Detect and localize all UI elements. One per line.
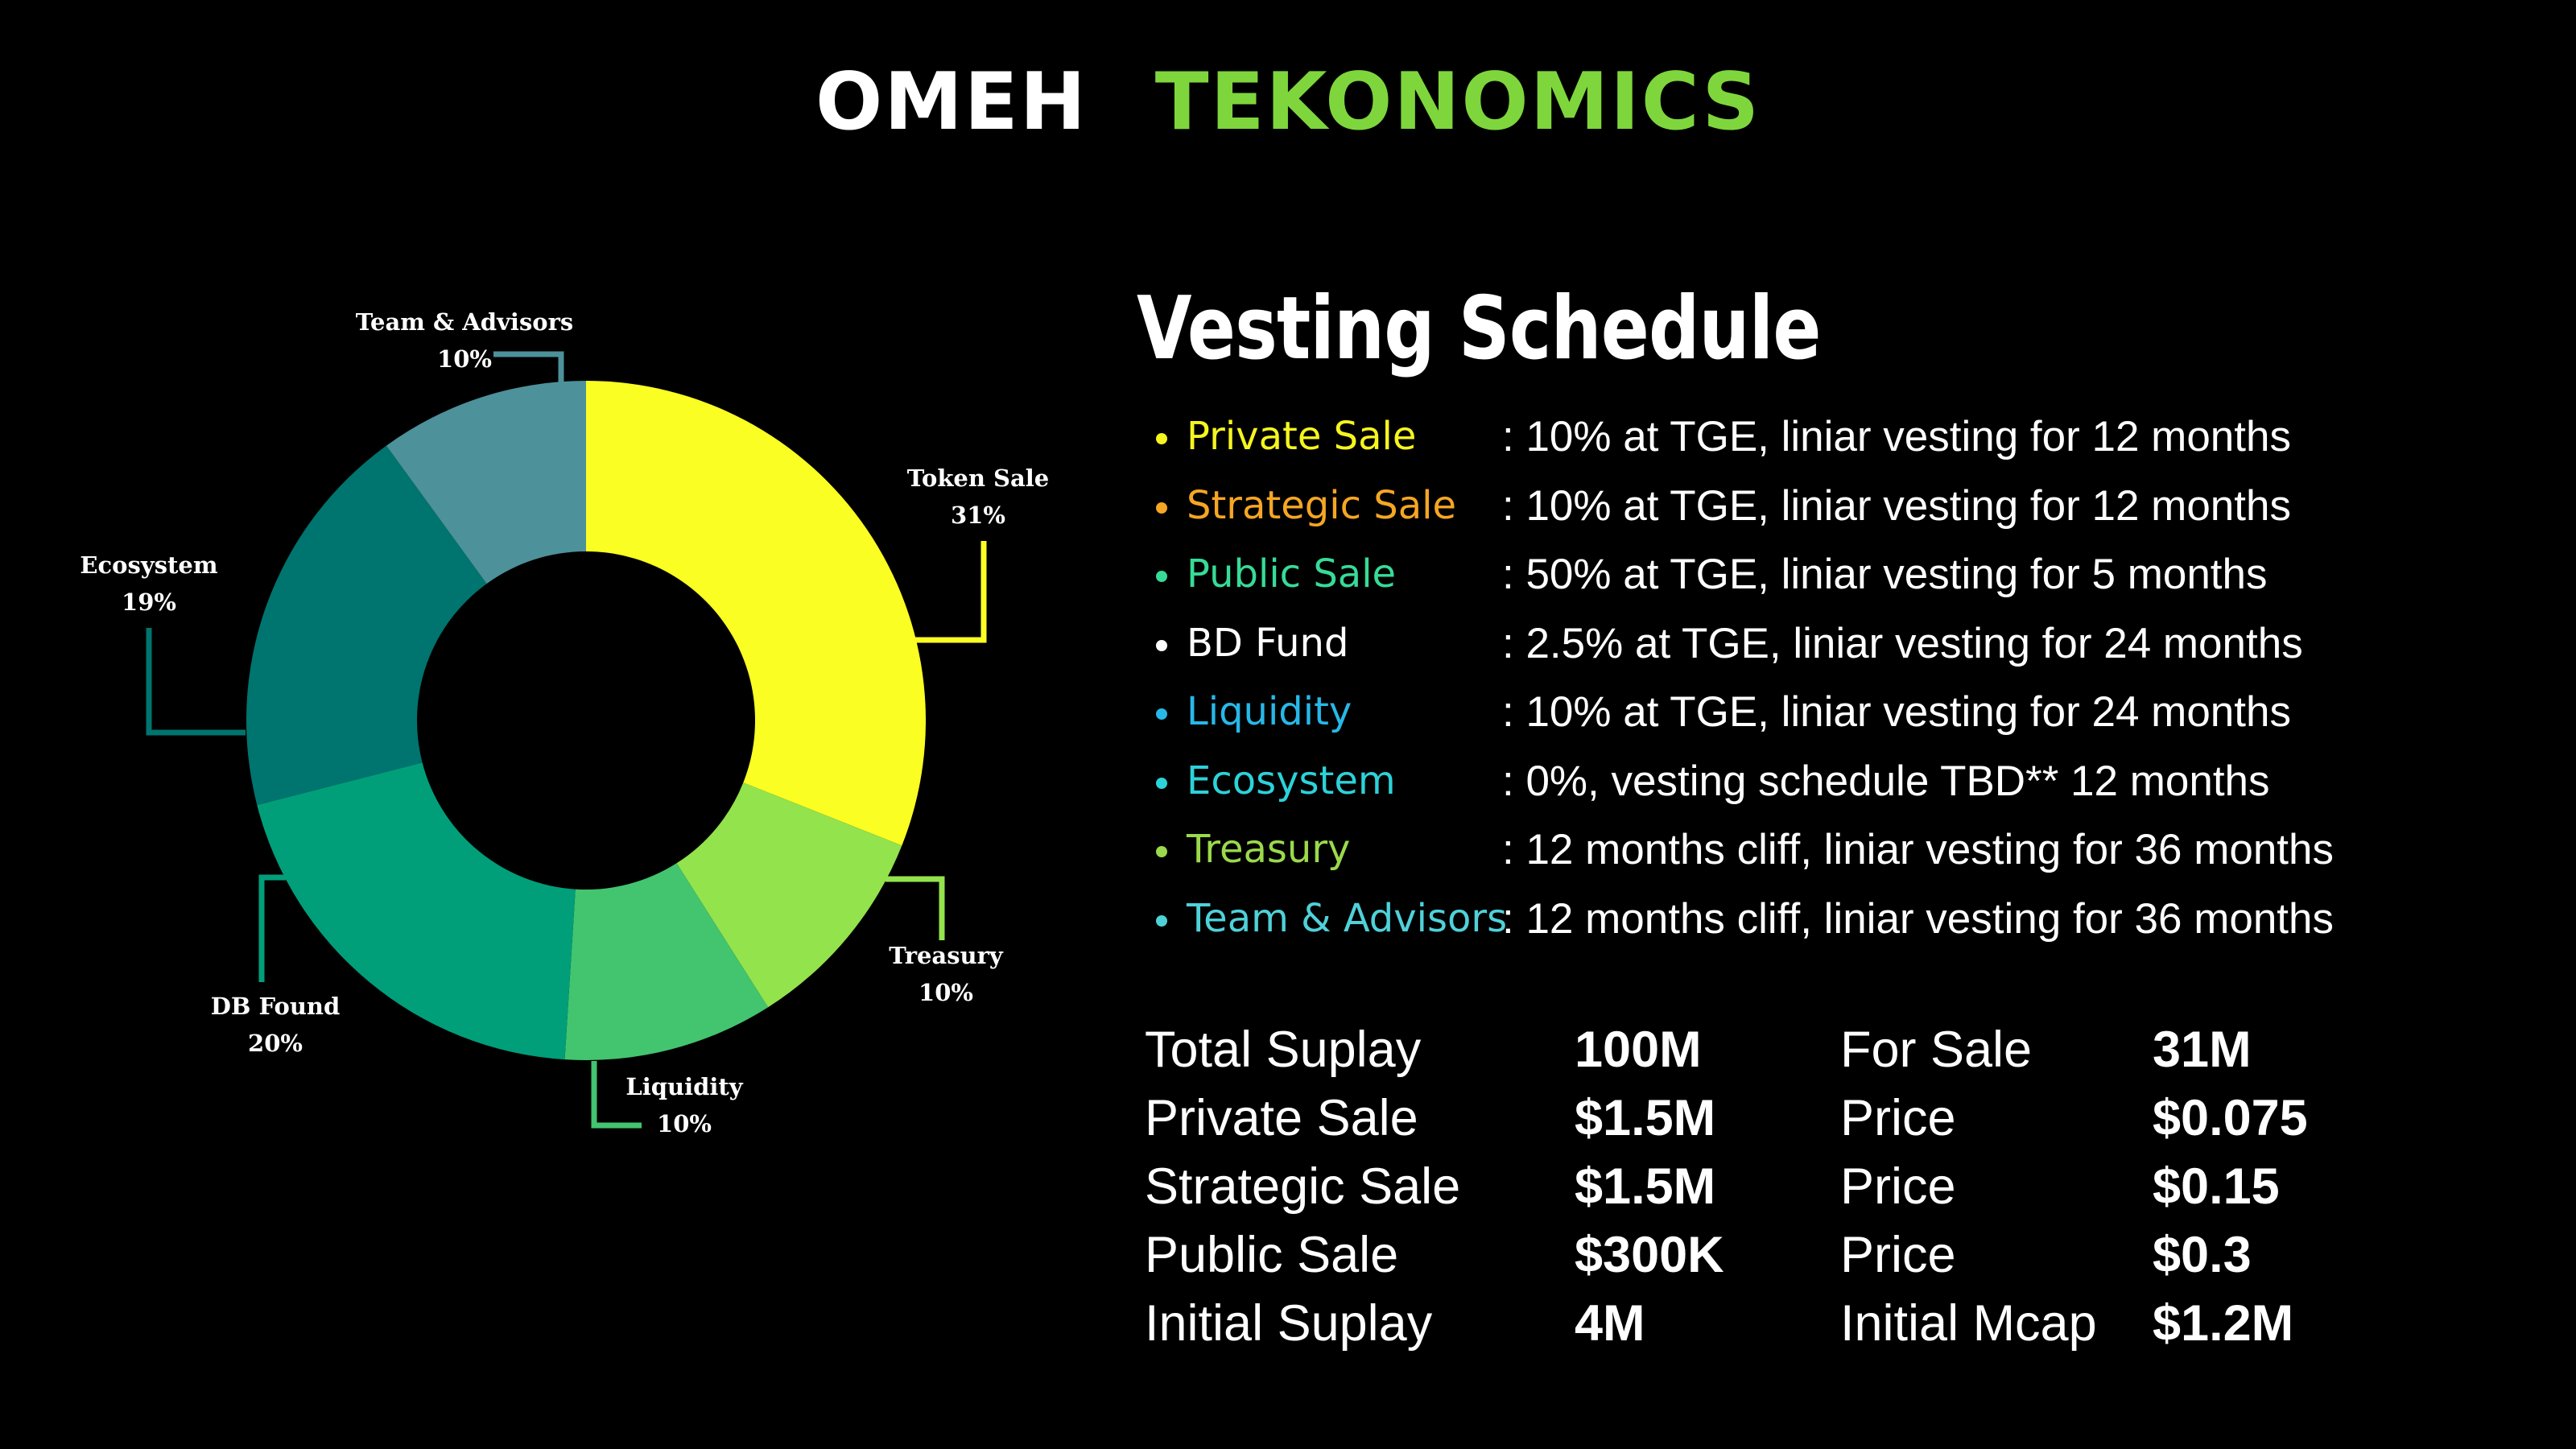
stat-value-2: $0.3 <box>2153 1227 2252 1283</box>
stat-label: Initial Suplay <box>1145 1295 1433 1352</box>
stat-row: Total Suplay 100M For Sale 31M <box>1145 1016 2433 1084</box>
stat-value: 100M <box>1575 1022 1702 1078</box>
stat-value: $1.5M <box>1575 1090 1716 1146</box>
vesting-desc: : 10% at TGE, liniar vesting for 24 mont… <box>1502 688 2291 736</box>
slice-category-label: Liquidity <box>625 1073 743 1100</box>
stat-value: 4M <box>1575 1295 1645 1352</box>
stat-value-2: $1.2M <box>2153 1295 2294 1352</box>
bullet-dot-icon <box>1156 433 1167 444</box>
stat-row: Initial Suplay 4M Initial Mcap $1.2M <box>1145 1290 2433 1358</box>
donut-slice-token-sale <box>586 381 927 846</box>
vesting-desc: : 50% at TGE, liniar vesting for 5 month… <box>1502 551 2268 598</box>
vesting-desc: : 2.5% at TGE, liniar vesting for 24 mon… <box>1502 619 2303 667</box>
stat-value: $1.5M <box>1575 1158 1716 1215</box>
stat-value: $300K <box>1575 1227 1724 1283</box>
title-omeh: OMEH <box>815 56 1088 148</box>
leader-line <box>886 876 945 940</box>
slice-value-label: 19% <box>122 588 176 616</box>
slice-category-label: Ecosystem <box>80 551 217 579</box>
bullet-dot-icon <box>1156 639 1167 651</box>
vesting-desc: : 12 months cliff, liniar vesting for 36… <box>1502 826 2334 873</box>
vesting-desc: : 10% at TGE, liniar vesting for 12 mont… <box>1502 481 2291 530</box>
slice-category-label: Token Sale <box>907 464 1050 492</box>
vesting-item-bd-fund: BD Fund : 2.5% at TGE, liniar vesting fo… <box>1156 609 2524 679</box>
slice-value-label: 31% <box>951 502 1005 529</box>
vesting-item-strategic-sale: Strategic Sale : 10% at TGE, liniar vest… <box>1156 472 2524 541</box>
stat-row: Private Sale $1.5M Price $0.075 <box>1145 1084 2433 1153</box>
donut-slice-team-advisors <box>386 381 586 584</box>
slice-category-label: Team & Advisors <box>356 308 573 336</box>
slice-value-label: 20% <box>248 1030 303 1057</box>
stat-label-2: Price <box>1840 1158 1956 1215</box>
slice-value-label: 10% <box>437 345 492 373</box>
vesting-item-treasury: Treasury : 12 months cliff, liniar vesti… <box>1156 815 2524 885</box>
stat-row: Strategic Sale $1.5M Price $0.15 <box>1145 1153 2433 1221</box>
vesting-label: Team & Advisors <box>1187 895 1508 941</box>
vesting-desc: : 10% at TGE, liniar vesting for 12 mont… <box>1502 413 2291 460</box>
vesting-item-team-advisors: Team & Advisors : 12 months cliff, linia… <box>1156 885 2524 954</box>
stat-label-2: Price <box>1840 1227 1956 1283</box>
page-title: OMEH TEKONOMICS <box>0 50 2576 155</box>
leader-line <box>258 874 286 982</box>
stat-label: Private Sale <box>1145 1090 1418 1146</box>
stat-label: Public Sale <box>1145 1227 1399 1283</box>
slice-value-label: 10% <box>919 979 973 1006</box>
vesting-desc: : 0%, vesting schedule TBD** 12 months <box>1502 757 2270 805</box>
allocation-donut-chart: Token Sale 31% Treasury 10% Liquidity 10% DB F… <box>80 308 1050 1137</box>
slice-value-label: 10% <box>657 1110 712 1137</box>
vesting-list: Private Sale : 10% at TGE, liniar vestin… <box>1156 402 2524 953</box>
stat-label: Strategic Sale <box>1145 1158 1461 1215</box>
stat-label-2: For Sale <box>1840 1022 2033 1078</box>
vesting-item-private-sale: Private Sale : 10% at TGE, liniar vestin… <box>1156 402 2524 472</box>
leader-line <box>591 1061 642 1129</box>
bullet-dot-icon <box>1156 777 1167 789</box>
vesting-desc: : 12 months cliff, liniar vesting for 36… <box>1502 894 2334 943</box>
vesting-item-public-sale: Public Sale : 50% at TGE, liniar vesting… <box>1156 540 2524 609</box>
donut-slice-liquidity <box>564 863 769 1060</box>
leader-line <box>146 628 246 736</box>
donut-slice-ecosystem <box>246 445 487 805</box>
vesting-label: Private Sale <box>1187 414 1417 459</box>
bullet-dot-icon <box>1156 571 1167 582</box>
leader-line <box>906 541 987 643</box>
bullet-dot-icon <box>1156 846 1167 857</box>
stat-row: Public Sale $300K Price $0.3 <box>1145 1221 2433 1290</box>
stat-value-2: 31M <box>2153 1022 2252 1078</box>
vesting-label: Public Sale <box>1187 551 1397 597</box>
vesting-label: Ecosystem <box>1187 758 1396 803</box>
token-stats-table: Total Suplay 100M For Sale 31M Private S… <box>1145 1016 2433 1358</box>
vesting-label: Strategic Sale <box>1187 482 1456 528</box>
leader-line <box>493 351 564 390</box>
bullet-dot-icon <box>1156 708 1167 720</box>
vesting-schedule-title: Vesting Schedule <box>1137 279 1821 379</box>
stat-label-2: Price <box>1840 1090 1956 1146</box>
bullet-dot-icon <box>1156 914 1167 927</box>
slice-category-label: DB Found <box>211 993 341 1020</box>
title-tekonomics: TEKONOMICS <box>1154 56 1761 148</box>
vesting-item-ecosystem: Ecosystem : 0%, vesting schedule TBD** 1… <box>1156 747 2524 816</box>
vesting-label: Liquidity <box>1187 689 1352 734</box>
stat-value-2: $0.075 <box>2153 1090 2308 1146</box>
bullet-dot-icon <box>1156 502 1167 514</box>
donut-slice-treasury <box>676 782 902 1008</box>
stat-label: Total Suplay <box>1145 1022 1422 1078</box>
stat-value-2: $0.15 <box>2153 1158 2280 1215</box>
donut-slice-db-found <box>257 762 576 1060</box>
slice-category-label: Treasury <box>889 942 1004 969</box>
stat-label-2: Initial Mcap <box>1840 1295 2097 1352</box>
vesting-label: BD Fund <box>1187 620 1349 666</box>
vesting-item-liquidity: Liquidity : 10% at TGE, liniar vesting f… <box>1156 678 2524 747</box>
vesting-label: Treasury <box>1187 827 1351 872</box>
